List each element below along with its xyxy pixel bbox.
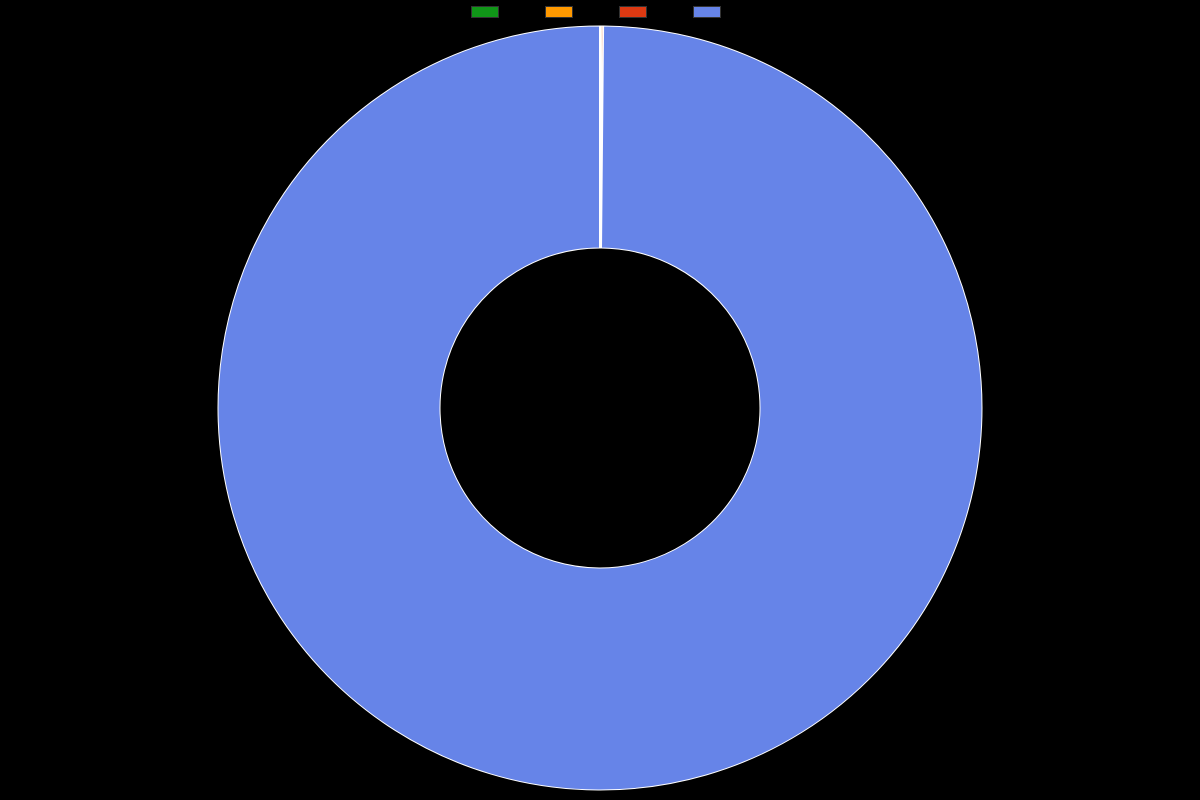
- donut-svg: [0, 0, 1200, 800]
- donut-chart: [0, 0, 1200, 800]
- chart-container: [0, 0, 1200, 800]
